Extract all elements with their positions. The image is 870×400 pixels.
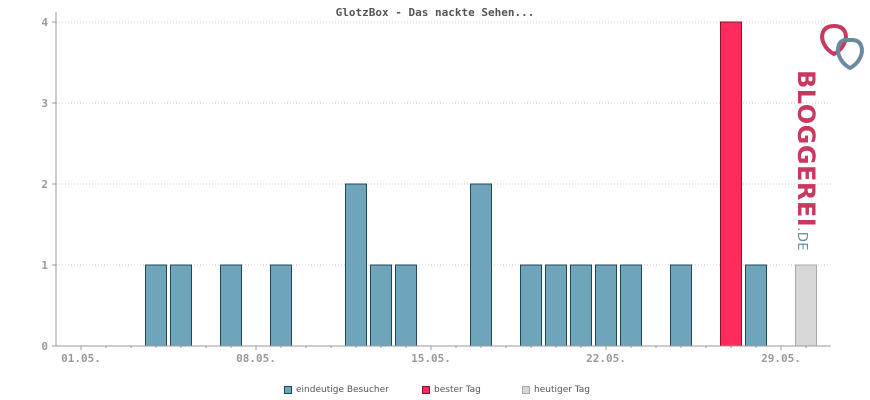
legend-item-visitors: eindeutige Besucher: [284, 385, 389, 395]
legend-item-best-day: bester Tag: [422, 385, 481, 395]
x-tick-label-15.05.: 15.05.: [411, 352, 451, 365]
legend-label-best-day: bester Tag: [434, 385, 481, 395]
bar-07.05.: [220, 264, 242, 347]
legend-item-today: heutiger Tag: [522, 385, 590, 395]
legend: eindeutige Besucher bester Tag heutiger …: [0, 385, 870, 399]
bar-20.05.: [545, 264, 567, 347]
legend-swatch-visitors: [284, 386, 292, 394]
bloggerei-logo: BLOGGEREI.DE: [792, 18, 868, 251]
logo-wordmark: BLOGGEREI.DE: [792, 70, 820, 252]
bar-05.05.: [170, 264, 192, 347]
y-ticks: 0 1 2 3 4: [41, 16, 56, 353]
legend-label-visitors: eindeutige Besucher: [296, 385, 389, 395]
y-tick-label-4: 4: [41, 16, 48, 29]
bar-04.05.: [145, 264, 167, 347]
bar-14.05.: [395, 264, 417, 347]
x-tick-label-22.05.: 22.05.: [586, 352, 626, 365]
x-tick-label-01.05.: 01.05.: [61, 352, 101, 365]
bar-12.05.: [345, 183, 367, 347]
legend-swatch-best-day: [422, 386, 430, 394]
axes: [55, 12, 831, 347]
x-tick-label-08.05.: 08.05.: [236, 352, 276, 365]
bar-best-day: [720, 21, 742, 347]
x-tick-label-29.05.: 29.05.: [761, 352, 801, 365]
bar-21.05.: [570, 264, 592, 347]
bar-28.05.: [745, 264, 767, 347]
bar-22.05.: [595, 264, 617, 347]
bars: [145, 21, 817, 347]
y-tick-label-3: 3: [41, 97, 48, 110]
legend-swatch-today: [522, 386, 530, 394]
y-tick-label-1: 1: [41, 259, 48, 272]
legend-label-today: heutiger Tag: [534, 385, 591, 395]
grid-lines: [56, 21, 831, 266]
y-tick-label-2: 2: [41, 178, 48, 191]
logo-icon: [820, 23, 864, 71]
bar-19.05.: [520, 264, 542, 347]
bar-23.05.: [620, 264, 642, 347]
bar-25.05.: [670, 264, 692, 347]
chart-title: GlotzBox - Das nackte Sehen...: [336, 6, 535, 19]
bar-13.05.: [370, 264, 392, 347]
bar-17.05.: [470, 183, 492, 347]
x-ticks: 01.05. 08.05. 15.05. 22.05. 29.05.: [61, 346, 807, 365]
bar-today: [795, 264, 817, 347]
bar-09.05.: [270, 264, 292, 347]
y-tick-label-0: 0: [41, 340, 48, 353]
